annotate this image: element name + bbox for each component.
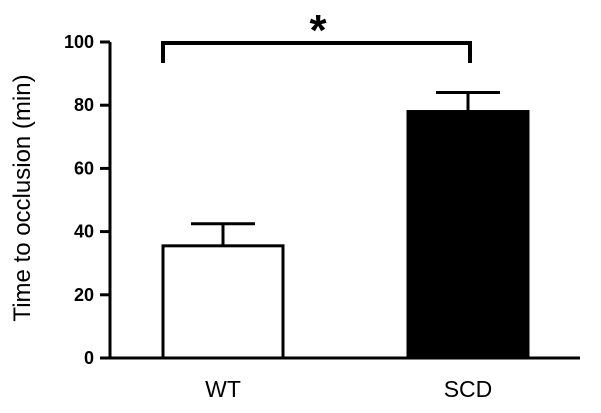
- bar-wt: [161, 244, 285, 360]
- y-tick-label-80: 80: [74, 95, 94, 115]
- x-tick-label-scd: SCD: [444, 376, 493, 402]
- bar-scd: [406, 110, 530, 360]
- y-tick-label-20: 20: [74, 285, 94, 305]
- y-tick-label-40: 40: [74, 222, 94, 242]
- y-tick-label-60: 60: [74, 158, 94, 178]
- significance-star: *: [309, 6, 327, 55]
- x-tick-label-wt: WT: [205, 376, 241, 402]
- y-tick-label-100: 100: [64, 32, 94, 52]
- y-tick-label-0: 0: [84, 348, 94, 368]
- y-axis-title: Time to occlusion (min): [9, 74, 36, 321]
- significance-bracket: [161, 41, 472, 63]
